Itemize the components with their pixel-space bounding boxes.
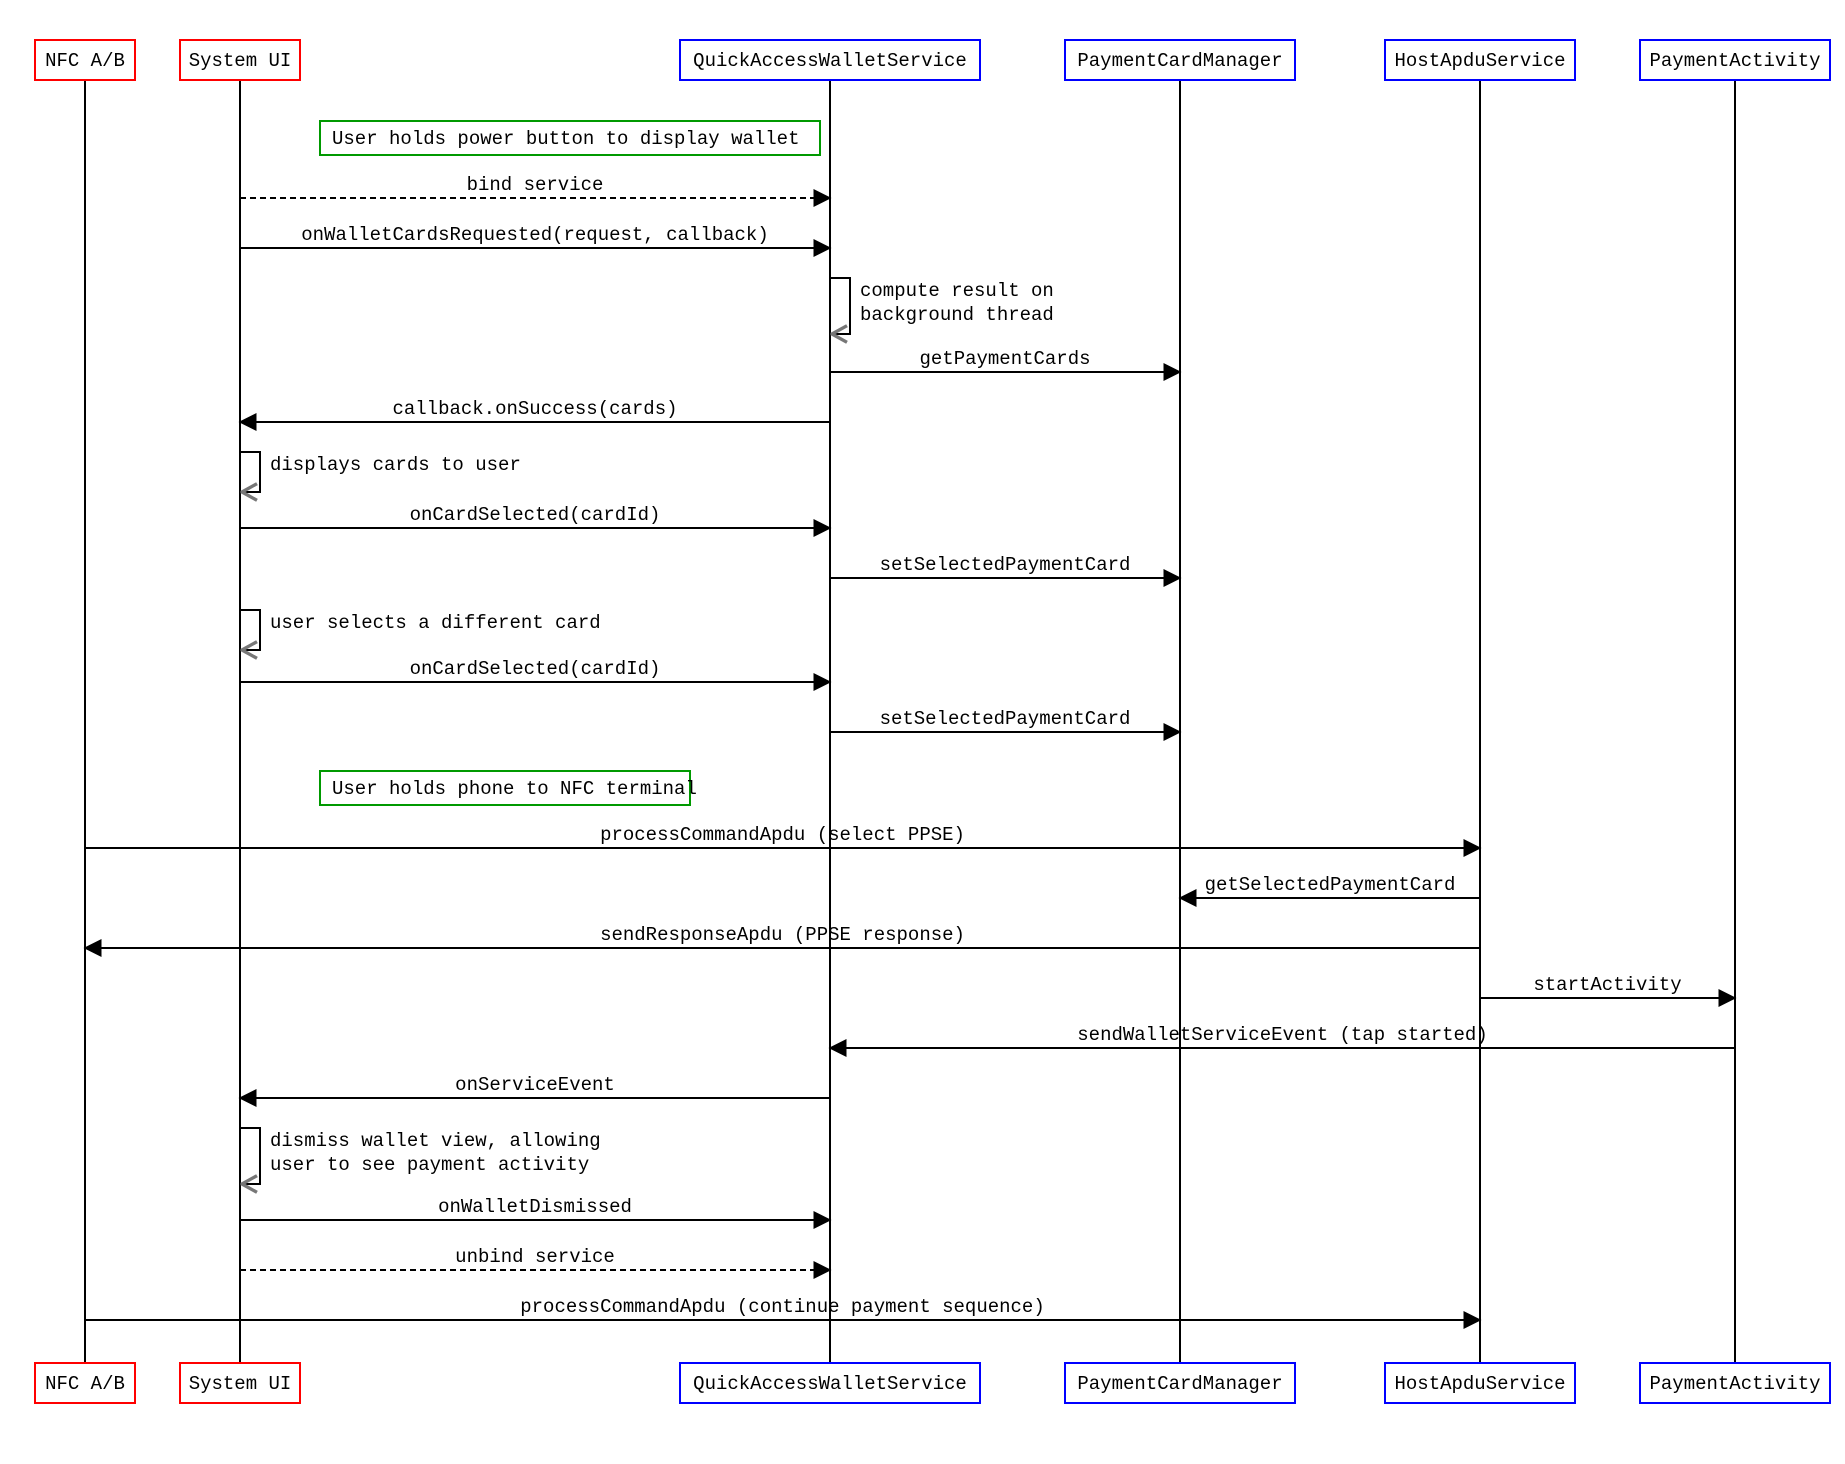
message: bind service xyxy=(240,174,830,198)
svg-text:QuickAccessWalletService: QuickAccessWalletService xyxy=(693,1373,967,1395)
participant-sysui: System UI xyxy=(180,1363,300,1403)
message: sendWalletServiceEvent (tap started) xyxy=(830,1024,1735,1048)
self-message: displays cards to user xyxy=(240,452,521,492)
svg-text:dismiss wallet view, allowing: dismiss wallet view, allowing xyxy=(270,1130,601,1152)
svg-text:background thread: background thread xyxy=(860,304,1054,326)
participant-pa: PaymentActivity xyxy=(1640,40,1830,80)
svg-text:QuickAccessWalletService: QuickAccessWalletService xyxy=(693,50,967,72)
svg-text:setSelectedPaymentCard: setSelectedPaymentCard xyxy=(880,554,1131,576)
self-message: compute result onbackground thread xyxy=(830,278,1054,334)
participant-has: HostApduService xyxy=(1385,40,1575,80)
svg-text:unbind service: unbind service xyxy=(455,1246,615,1268)
participant-pcm: PaymentCardManager xyxy=(1065,1363,1295,1403)
participant-pa: PaymentActivity xyxy=(1640,1363,1830,1403)
self-message: user selects a different card xyxy=(240,610,601,650)
svg-text:processCommandApdu (select PPS: processCommandApdu (select PPSE) xyxy=(600,824,965,846)
svg-text:PaymentActivity: PaymentActivity xyxy=(1649,50,1820,72)
note: User holds phone to NFC terminal xyxy=(320,771,697,805)
message: startActivity xyxy=(1480,974,1735,998)
message: setSelectedPaymentCard xyxy=(830,554,1180,578)
svg-text:PaymentCardManager: PaymentCardManager xyxy=(1077,1373,1282,1395)
svg-text:HostApduService: HostApduService xyxy=(1394,50,1565,72)
svg-text:PaymentActivity: PaymentActivity xyxy=(1649,1373,1820,1395)
participant-nfc: NFC A/B xyxy=(35,40,135,80)
svg-text:getSelectedPaymentCard: getSelectedPaymentCard xyxy=(1205,874,1456,896)
message: onCardSelected(cardId) xyxy=(240,504,830,528)
participant-nfc: NFC A/B xyxy=(35,1363,135,1403)
message: getSelectedPaymentCard xyxy=(1180,874,1480,898)
svg-text:HostApduService: HostApduService xyxy=(1394,1373,1565,1395)
svg-text:onServiceEvent: onServiceEvent xyxy=(455,1074,615,1096)
participant-qaws: QuickAccessWalletService xyxy=(680,40,980,80)
participant-pcm: PaymentCardManager xyxy=(1065,40,1295,80)
message: callback.onSuccess(cards) xyxy=(240,398,830,422)
svg-text:getPaymentCards: getPaymentCards xyxy=(919,348,1090,370)
message: onWalletDismissed xyxy=(240,1196,830,1220)
svg-text:callback.onSuccess(cards): callback.onSuccess(cards) xyxy=(392,398,677,420)
message: processCommandApdu (continue payment seq… xyxy=(85,1296,1480,1320)
svg-text:NFC A/B: NFC A/B xyxy=(45,50,125,72)
participant-has: HostApduService xyxy=(1385,1363,1575,1403)
svg-text:sendResponseApdu (PPSE respons: sendResponseApdu (PPSE response) xyxy=(600,924,965,946)
svg-text:User holds phone to NFC termin: User holds phone to NFC terminal xyxy=(332,778,697,800)
svg-text:startActivity: startActivity xyxy=(1533,974,1681,996)
svg-text:onWalletDismissed: onWalletDismissed xyxy=(438,1196,632,1218)
svg-text:user selects a different card: user selects a different card xyxy=(270,612,601,634)
svg-text:User holds power button to dis: User holds power button to display walle… xyxy=(332,128,799,150)
svg-text:NFC A/B: NFC A/B xyxy=(45,1373,125,1395)
svg-text:onCardSelected(cardId): onCardSelected(cardId) xyxy=(410,504,661,526)
svg-text:displays cards to user: displays cards to user xyxy=(270,454,521,476)
svg-text:sendWalletServiceEvent (tap st: sendWalletServiceEvent (tap started) xyxy=(1077,1024,1487,1046)
svg-text:user to see payment activity: user to see payment activity xyxy=(270,1154,589,1176)
message: processCommandApdu (select PPSE) xyxy=(85,824,1480,848)
svg-text:onCardSelected(cardId): onCardSelected(cardId) xyxy=(410,658,661,680)
message: setSelectedPaymentCard xyxy=(830,708,1180,732)
svg-text:onWalletCardsRequested(request: onWalletCardsRequested(request, callback… xyxy=(301,224,768,246)
svg-text:System UI: System UI xyxy=(189,50,292,72)
svg-text:System UI: System UI xyxy=(189,1373,292,1395)
message: getPaymentCards xyxy=(830,348,1180,372)
participant-sysui: System UI xyxy=(180,40,300,80)
svg-text:compute result on: compute result on xyxy=(860,280,1054,302)
svg-text:setSelectedPaymentCard: setSelectedPaymentCard xyxy=(880,708,1131,730)
note: User holds power button to display walle… xyxy=(320,121,820,155)
message: unbind service xyxy=(240,1246,830,1270)
svg-text:bind service: bind service xyxy=(467,174,604,196)
sequence-diagram: User holds power button to display walle… xyxy=(20,20,1845,1444)
message: onWalletCardsRequested(request, callback… xyxy=(240,224,830,248)
participant-qaws: QuickAccessWalletService xyxy=(680,1363,980,1403)
self-message: dismiss wallet view, allowinguser to see… xyxy=(240,1128,601,1184)
svg-text:processCommandApdu (continue p: processCommandApdu (continue payment seq… xyxy=(520,1296,1045,1318)
svg-text:PaymentCardManager: PaymentCardManager xyxy=(1077,50,1282,72)
message: onCardSelected(cardId) xyxy=(240,658,830,682)
message: onServiceEvent xyxy=(240,1074,830,1098)
message: sendResponseApdu (PPSE response) xyxy=(85,924,1480,948)
